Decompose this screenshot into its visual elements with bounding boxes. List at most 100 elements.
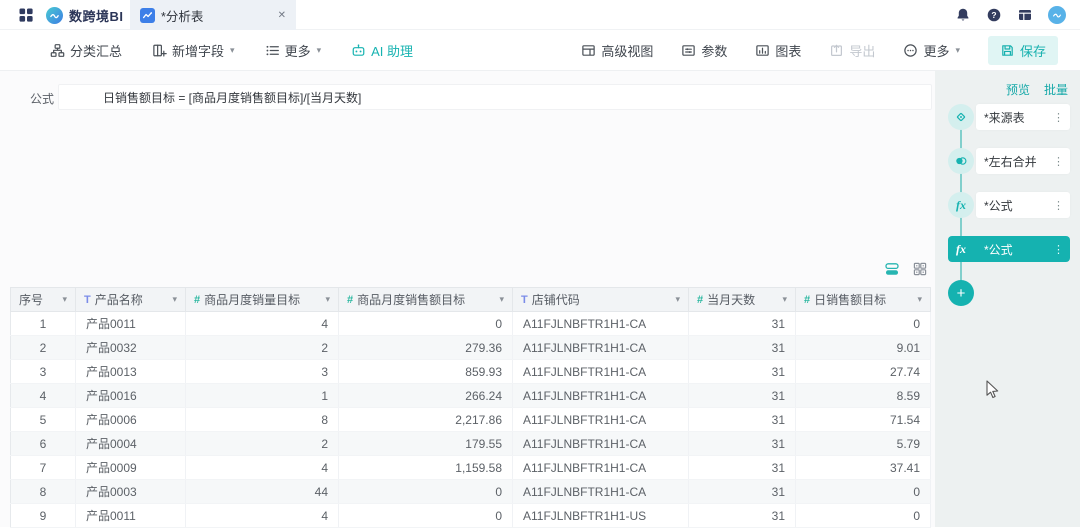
cell-monthly-sales-target: 1,159.58 bbox=[338, 455, 513, 480]
cell-days-in-month: 31 bbox=[688, 311, 796, 336]
cell-store-code: A11FJLNBFTR1H1-CA bbox=[512, 359, 689, 384]
apps-grid-icon[interactable] bbox=[18, 7, 34, 23]
node-menu-icon[interactable]: ⋮ bbox=[1053, 243, 1064, 256]
cell-daily-sales-target: 0 bbox=[795, 311, 931, 336]
toolbar-button-list[interactable]: 更多 ▾ bbox=[265, 41, 322, 60]
source-table-icon bbox=[954, 110, 968, 124]
cell-monthly-qty-target: 1 bbox=[185, 383, 339, 408]
toolbar-button-label: 参数 bbox=[701, 43, 728, 59]
column-label: 店铺代码 bbox=[531, 293, 580, 307]
table-row[interactable]: 9 产品0011 4 0 A11FJLNBFTR1H1-US 31 0 bbox=[10, 503, 931, 528]
toolbar-button-save[interactable]: 保存 bbox=[987, 35, 1058, 65]
bell-icon[interactable] bbox=[955, 7, 971, 23]
formula-input[interactable]: 日销售额目标 = [商品月度销售额目标]/[当月天数] bbox=[58, 84, 932, 110]
topbar: 数跨境BI *分析表 ✕ bbox=[0, 0, 1080, 30]
tab-close-icon[interactable]: ✕ bbox=[277, 9, 286, 21]
toolbar-button-add-field[interactable]: 新增字段 ▾ bbox=[152, 41, 235, 60]
pipeline-panel: 预览 批量 *来源表 ⋮ *左右合并 ⋮ fx *公式 ⋮ fx *公式 ⋮ + bbox=[935, 71, 1080, 527]
column-filter-caret-icon[interactable]: ▾ bbox=[325, 294, 330, 304]
column-label: 商品月度销售额目标 bbox=[357, 293, 466, 307]
column-filter-caret-icon[interactable]: ▾ bbox=[62, 294, 67, 304]
export-icon bbox=[829, 43, 844, 58]
column-header-monthly-sales-target[interactable]: # 商品月度销售额目标 ▾ bbox=[338, 287, 513, 312]
column-header-product-name[interactable]: T 产品名称 ▾ bbox=[75, 287, 186, 312]
cell-monthly-sales-target: 859.93 bbox=[338, 359, 513, 384]
toolbar-button-chart[interactable]: 图表 bbox=[755, 41, 801, 60]
preview-link[interactable]: 预览 bbox=[1005, 83, 1030, 97]
table-row[interactable]: 2 产品0032 2 279.36 A11FJLNBFTR1H1-CA 31 9.01 bbox=[10, 335, 931, 360]
toolbar-button-label: 保存 bbox=[1019, 43, 1046, 59]
pipeline-node[interactable]: *左右合并 ⋮ bbox=[948, 148, 1070, 174]
add-node-button[interactable]: + bbox=[948, 280, 974, 306]
cell-monthly-sales-target: 179.55 bbox=[338, 431, 513, 456]
toolbar-button-ai-assistant[interactable]: AI 助理 bbox=[351, 41, 413, 60]
node-menu-icon[interactable]: ⋮ bbox=[1053, 155, 1064, 168]
card-view-icon[interactable] bbox=[884, 261, 900, 277]
grid-view-icon[interactable] bbox=[912, 261, 928, 277]
cell-seq: 7 bbox=[10, 455, 76, 480]
column-header-monthly-qty-target[interactable]: # 商品月度销量目标 ▾ bbox=[185, 287, 339, 312]
table-row[interactable]: 1 产品0011 4 0 A11FJLNBFTR1H1-CA 31 0 bbox=[10, 311, 931, 336]
pipeline-node[interactable]: fx *公式 ⋮ bbox=[948, 192, 1070, 218]
toolbar-button-label: AI 助理 bbox=[371, 43, 414, 59]
merge-icon bbox=[954, 154, 968, 168]
formula-icon: fx bbox=[948, 192, 974, 218]
column-header-store-code[interactable]: T 店铺代码 ▾ bbox=[512, 287, 689, 312]
topbar-actions bbox=[955, 0, 1066, 30]
column-filter-caret-icon[interactable]: ▾ bbox=[675, 294, 680, 304]
chevron-down-icon: ▾ bbox=[316, 44, 322, 55]
column-label: 日销售额目标 bbox=[814, 293, 887, 307]
avatar[interactable] bbox=[1048, 6, 1066, 24]
table-row[interactable]: 3 产品0013 3 859.93 A11FJLNBFTR1H1-CA 31 27.74 bbox=[10, 359, 931, 384]
node-menu-icon[interactable]: ⋮ bbox=[1053, 199, 1064, 212]
table-row[interactable]: 7 产品0009 4 1,159.58 A11FJLNBFTR1H1-CA 31 37.41 bbox=[10, 455, 931, 480]
column-header-days-in-month[interactable]: # 当月天数 ▾ bbox=[688, 287, 796, 312]
text-type-icon: T bbox=[521, 293, 528, 306]
node-label: *公式 bbox=[984, 198, 1013, 213]
pipeline-node[interactable]: fx *公式 ⋮ bbox=[948, 236, 1070, 262]
column-filter-caret-icon[interactable]: ▾ bbox=[917, 294, 922, 304]
cell-seq: 8 bbox=[10, 479, 76, 504]
number-type-icon: # bbox=[347, 293, 354, 306]
node-menu-icon[interactable]: ⋮ bbox=[1053, 111, 1064, 124]
cell-monthly-sales-target: 0 bbox=[338, 479, 513, 504]
toolbar-button-label: 更多 bbox=[923, 43, 950, 59]
column-header-seq[interactable]: 序号 ▾ bbox=[10, 287, 76, 312]
table-row[interactable]: 8 产品0003 44 0 A11FJLNBFTR1H1-CA 31 0 bbox=[10, 479, 931, 504]
cell-monthly-qty-target: 2 bbox=[185, 431, 339, 456]
cell-product-name: 产品0011 bbox=[75, 311, 186, 336]
cell-monthly-sales-target: 2,217.86 bbox=[338, 407, 513, 432]
number-type-icon: # bbox=[194, 293, 201, 306]
cell-product-name: 产品0011 bbox=[75, 503, 186, 528]
toolbar-button-advanced-view[interactable]: 高级视图 bbox=[581, 41, 653, 60]
text-type-icon: T bbox=[84, 293, 91, 306]
column-filter-caret-icon[interactable]: ▾ bbox=[172, 294, 177, 304]
chevron-down-icon: ▾ bbox=[955, 44, 960, 55]
cell-seq: 9 bbox=[10, 503, 76, 528]
toolbar-button-group-summary[interactable]: 分类汇总 bbox=[50, 41, 122, 60]
tab-analysis-sheet[interactable]: *分析表 ✕ bbox=[130, 0, 296, 30]
column-label: 序号 bbox=[19, 293, 44, 307]
toolbar-button-more-circle[interactable]: 更多 ▾ bbox=[903, 41, 960, 60]
layout-icon[interactable] bbox=[1017, 7, 1033, 23]
cell-seq: 1 bbox=[10, 311, 76, 336]
column-filter-caret-icon[interactable]: ▾ bbox=[499, 294, 504, 304]
toolbar-button-label: 分类汇总 bbox=[70, 43, 123, 59]
cell-monthly-sales-target: 0 bbox=[338, 311, 513, 336]
table-row[interactable]: 4 产品0016 1 266.24 A11FJLNBFTR1H1-CA 31 8.59 bbox=[10, 383, 931, 408]
table-row[interactable]: 5 产品0006 8 2,217.86 A11FJLNBFTR1H1-CA 31 71.54 bbox=[10, 407, 931, 432]
cell-product-name: 产品0013 bbox=[75, 359, 186, 384]
help-icon[interactable] bbox=[986, 7, 1002, 23]
batch-link[interactable]: 批量 bbox=[1043, 83, 1068, 97]
cell-product-name: 产品0032 bbox=[75, 335, 186, 360]
toolbar-button-parameters[interactable]: 参数 bbox=[681, 41, 727, 60]
number-type-icon: # bbox=[697, 293, 704, 306]
formula-icon: fx bbox=[956, 241, 966, 256]
table-row[interactable]: 6 产品0004 2 179.55 A11FJLNBFTR1H1-CA 31 5.79 bbox=[10, 431, 931, 456]
pipeline-node[interactable]: *来源表 ⋮ bbox=[948, 104, 1070, 130]
cell-monthly-qty-target: 8 bbox=[185, 407, 339, 432]
column-header-daily-sales-target[interactable]: # 日销售额目标 ▾ bbox=[795, 287, 931, 312]
column-filter-caret-icon[interactable]: ▾ bbox=[782, 294, 787, 304]
cell-daily-sales-target: 9.01 bbox=[795, 335, 931, 360]
save-icon bbox=[1000, 43, 1015, 58]
